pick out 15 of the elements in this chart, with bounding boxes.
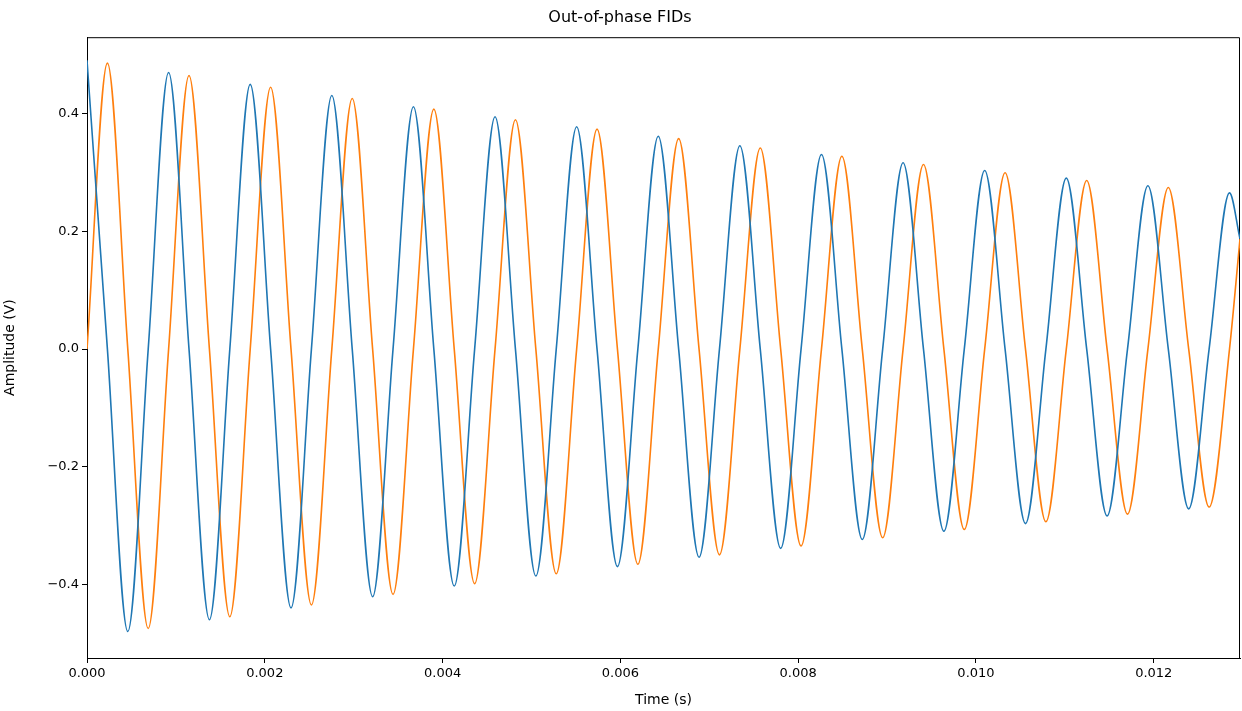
y-tick-label: −0.2 [47,458,79,474]
y-tick-label: 0.4 [58,104,79,120]
x-axis-title: Time (s) [634,691,692,708]
x-tick-label: 0.002 [246,665,284,681]
x-tick-label: 0.000 [68,665,106,681]
x-tick-label: 0.012 [1135,665,1173,681]
y-axis-title: Amplitude (V) [1,299,18,396]
y-tick-label: −0.4 [47,576,79,592]
x-tick-label: 0.010 [957,665,995,681]
x-tick-label: 0.004 [423,665,462,681]
y-tick-label: 0.0 [58,340,79,356]
y-tick-label: 0.2 [58,222,79,238]
x-tick-label: 0.006 [601,665,639,681]
chart-title: Out-of-phase FIDs [548,6,692,26]
x-tick-label: 0.008 [779,665,817,681]
